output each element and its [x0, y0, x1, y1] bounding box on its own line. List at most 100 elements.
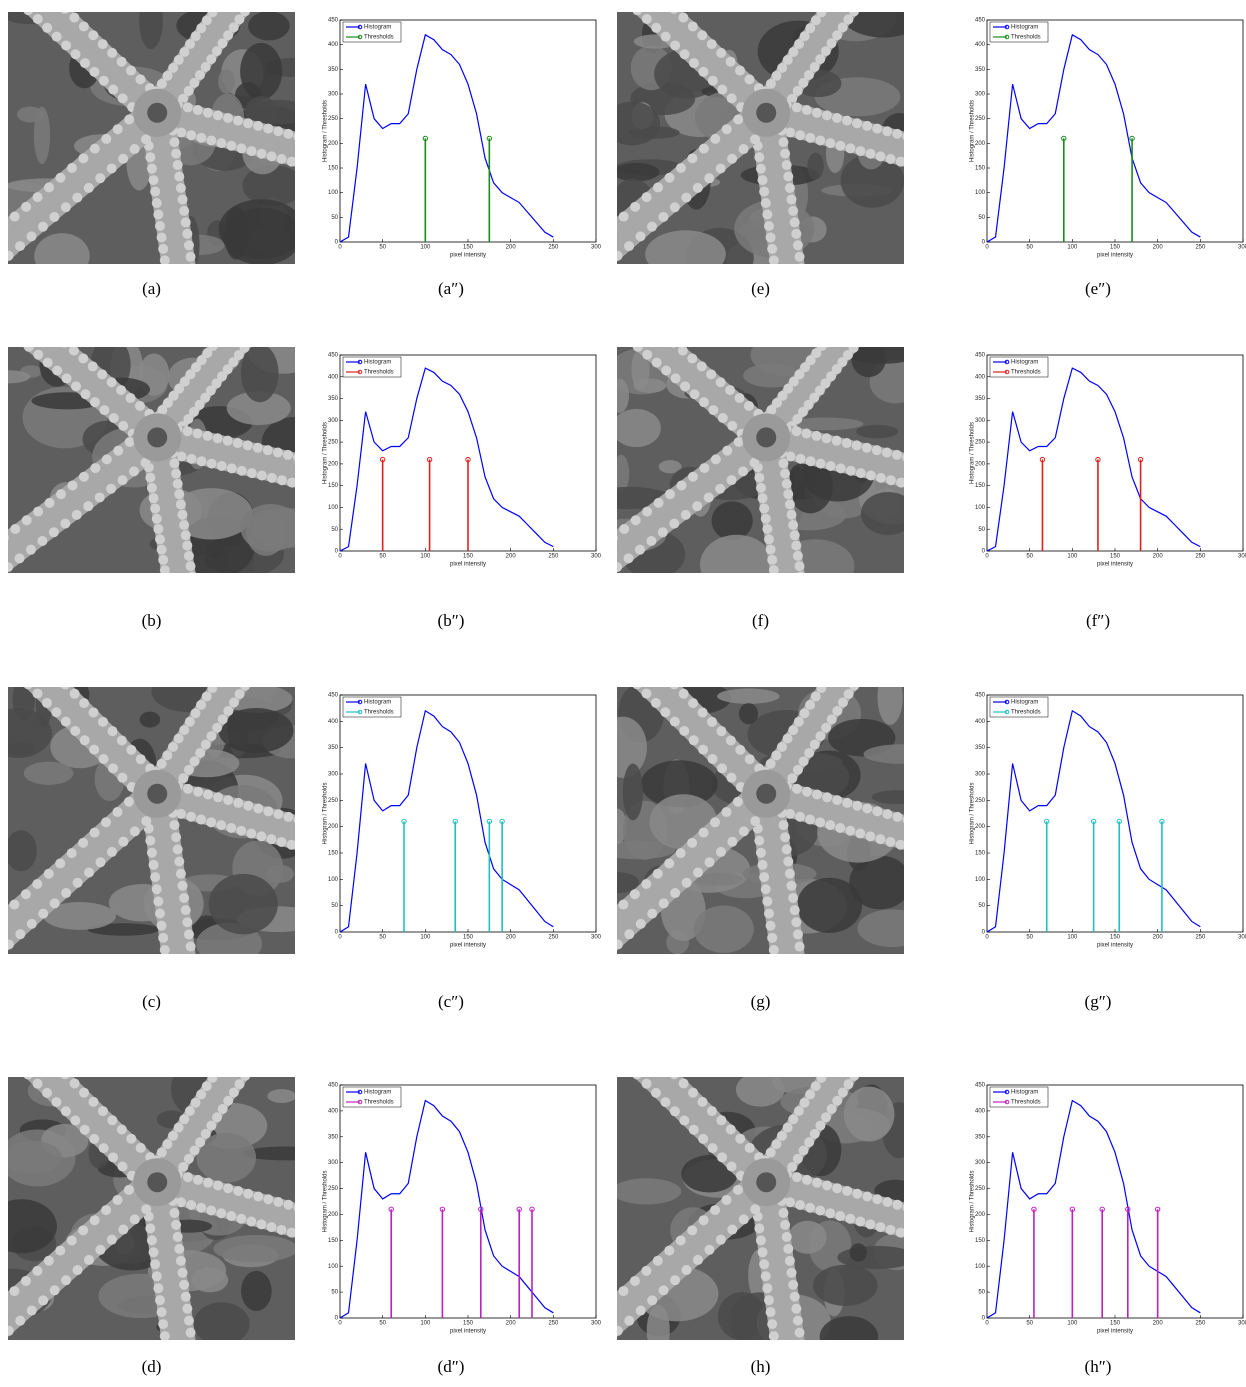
tubercle [153, 209, 164, 220]
tubercle [283, 128, 294, 139]
tubercle [767, 243, 778, 254]
tubercle [698, 143, 709, 154]
tubercle [158, 1319, 169, 1330]
region [640, 760, 718, 808]
starfish-image [8, 322, 295, 573]
y-tick-label: 50 [331, 215, 338, 221]
tubercle [826, 1104, 837, 1115]
tubercle [194, 399, 205, 410]
tubercle [623, 1060, 633, 1070]
tubercle [146, 482, 157, 493]
x-tick-label: 50 [379, 935, 386, 941]
region [196, 1132, 257, 1183]
x-tick-label: 0 [338, 245, 342, 251]
tubercle [778, 1207, 789, 1218]
tubercle [794, 1327, 805, 1338]
tubercle [252, 442, 263, 453]
tubercle [820, 46, 831, 57]
region [139, 711, 161, 728]
tubercle [902, 1203, 904, 1212]
region [241, 347, 279, 403]
legend-label: Thresholds [364, 710, 394, 716]
tubercle [183, 85, 194, 96]
tubercle [49, 1285, 60, 1296]
tubercle [228, 357, 239, 368]
region [658, 460, 682, 474]
tubercle [223, 705, 234, 716]
tubercle [203, 789, 214, 800]
image-content [8, 687, 295, 954]
tubercle [815, 135, 826, 146]
tubercle [792, 550, 803, 561]
tubercle [771, 1139, 782, 1150]
tubercle [158, 554, 169, 565]
tubercle [764, 534, 775, 545]
tubercle [734, 393, 745, 404]
region [863, 744, 904, 764]
tubercle [20, 1275, 31, 1286]
region [617, 872, 640, 894]
tubercle [78, 1225, 89, 1236]
tubercle [98, 1143, 109, 1154]
x-tick-label: 200 [1153, 554, 1164, 560]
tubercle [205, 385, 216, 396]
tubercle [795, 130, 806, 141]
tubercle [809, 1128, 820, 1139]
tubercle [15, 1315, 26, 1326]
tubercle [710, 817, 721, 828]
tubercle [670, 1275, 681, 1286]
x-tick-label: 150 [463, 245, 474, 251]
tubercle [66, 163, 77, 174]
tubercle [763, 220, 774, 231]
tubercle [9, 1286, 20, 1297]
tubercle [651, 357, 662, 368]
tubercle [78, 837, 89, 848]
y-tick-label: 150 [975, 166, 986, 172]
threshold-marker [1099, 1206, 1105, 1212]
legend-label: Thresholds [364, 370, 394, 376]
x-tick-label: 0 [338, 554, 342, 560]
image-content [8, 322, 295, 573]
tubercle [641, 192, 652, 203]
tubercle [116, 1124, 127, 1135]
plot-area [986, 354, 1244, 552]
tubercle [798, 1145, 809, 1156]
tubercle [179, 520, 190, 531]
tubercle [32, 1265, 43, 1276]
arm [140, 1165, 196, 1340]
tubercle [61, 888, 72, 899]
tubercle [43, 1255, 54, 1266]
y-tick-label: 350 [328, 396, 339, 402]
tubercle [646, 535, 657, 546]
tubercle [182, 540, 193, 551]
tubercle [79, 698, 90, 709]
tubercle [607, 910, 617, 920]
arm [633, 12, 784, 130]
tubercle [815, 54, 826, 65]
tubercle [862, 1191, 873, 1202]
tubercle [72, 1265, 83, 1276]
tubercle [206, 731, 217, 742]
tubercle [8, 562, 14, 573]
tubercle [41, 322, 51, 332]
y-tick-label: 150 [975, 483, 986, 489]
y-tick-label: 0 [335, 1316, 339, 1322]
y-tick-label: 200 [975, 1212, 986, 1218]
tubercle [792, 1153, 803, 1164]
tubercle [799, 1097, 810, 1108]
tubercle [37, 221, 48, 232]
legend-label: Histogram [1011, 25, 1038, 31]
tubercle [812, 1177, 823, 1188]
tubercle [596, 920, 606, 930]
tubercle [182, 917, 193, 928]
tubercle [222, 112, 233, 123]
y-tick-label: 100 [975, 505, 986, 511]
tubercle [286, 1227, 295, 1238]
y-tick-label: 250 [328, 798, 339, 804]
region [622, 763, 644, 821]
tubercle [174, 856, 185, 867]
region [738, 703, 759, 725]
tubercle [90, 463, 101, 474]
tubercle [698, 66, 709, 77]
tubercle [733, 114, 744, 125]
